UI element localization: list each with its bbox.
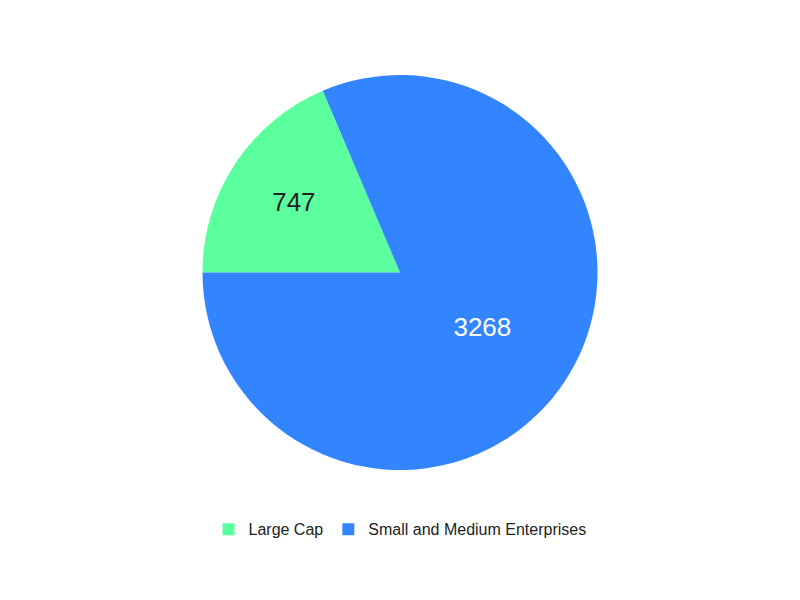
svg-text:Small and Medium Enterprises: Small and Medium Enterprises [368,521,586,538]
svg-text:Large Cap: Large Cap [249,521,324,538]
svg-text:747: 747 [272,187,315,217]
svg-text:3268: 3268 [453,312,511,342]
